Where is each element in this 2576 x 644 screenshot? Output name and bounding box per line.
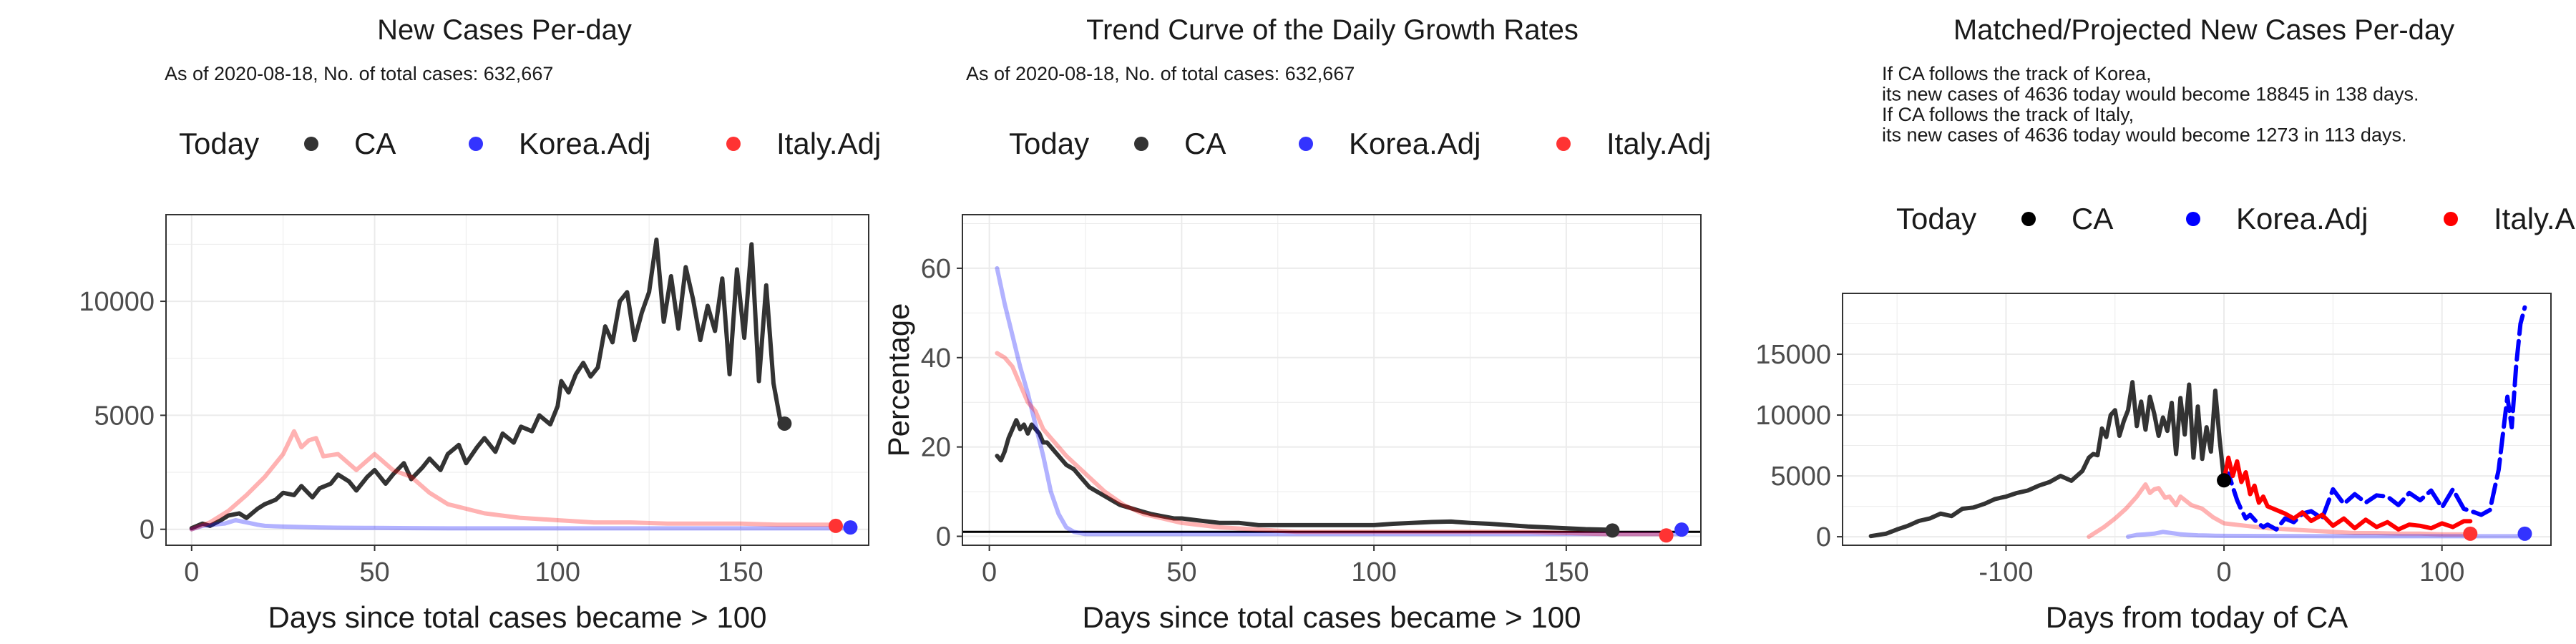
legend-label-italy-adj: Italy.Adj bbox=[776, 127, 881, 160]
plot-border bbox=[962, 214, 1702, 546]
y-tick-label: 10000 bbox=[79, 287, 155, 317]
legend-dot-italy-adj bbox=[726, 137, 741, 151]
x-tick-label: 0 bbox=[184, 557, 199, 587]
x-tick-label: 50 bbox=[359, 557, 389, 587]
today-point-italy-adj bbox=[2463, 526, 2478, 541]
y-tick-label: 10000 bbox=[1755, 401, 1831, 431]
projected-cases-panel: Matched/Projected New Cases Per-day If CA… bbox=[1755, 14, 2576, 634]
legend-title: Today bbox=[1896, 202, 1976, 235]
y-tick-label: 5000 bbox=[94, 401, 155, 431]
y-tick-label: 40 bbox=[921, 343, 951, 374]
plot-border bbox=[1842, 293, 2552, 546]
legend-dot-korea-adj bbox=[1299, 137, 1313, 151]
chart-subtitle: its new cases of 4636 today would become… bbox=[1882, 125, 2406, 146]
today-point-ca bbox=[1605, 523, 1620, 538]
series-line-korea-adj bbox=[2126, 530, 2521, 540]
chart-title: New Cases Per-day bbox=[377, 14, 632, 46]
y-tick-label: 20 bbox=[921, 433, 951, 463]
today-point-ca bbox=[777, 416, 792, 431]
chart-title: Trend Curve of the Daily Growth Rates bbox=[1086, 14, 1579, 46]
legend-title: Today bbox=[179, 127, 259, 160]
x-axis-label: Days since total cases became > 100 bbox=[268, 600, 767, 634]
chart-subtitle: As of 2020-08-18, No. of total cases: 63… bbox=[165, 63, 553, 84]
x-axis-label: Days since total cases became > 100 bbox=[1083, 600, 1581, 634]
x-tick-label: 100 bbox=[2419, 557, 2464, 587]
chart-subtitle: If CA follows the track of Italy, bbox=[1882, 104, 2134, 125]
legend-dot-ca bbox=[304, 137, 318, 151]
y-tick-label: 5000 bbox=[1770, 462, 1831, 492]
legend-label-korea-adj: Korea.Adj bbox=[519, 127, 650, 160]
x-tick-label: 0 bbox=[2217, 557, 2232, 587]
legend-dot-korea-adj bbox=[2186, 212, 2200, 226]
x-tick-label: 150 bbox=[718, 557, 763, 587]
legend-dot-italy-adj bbox=[1556, 137, 1571, 151]
x-tick-label: 150 bbox=[1543, 557, 1589, 587]
series-line-ca bbox=[1868, 380, 2227, 539]
series-line-ca bbox=[995, 418, 1615, 532]
legend-dot-korea-adj bbox=[469, 137, 483, 151]
legend-label-ca: CA bbox=[354, 127, 396, 160]
chart-subtitle: As of 2020-08-18, No. of total cases: 63… bbox=[966, 63, 1355, 84]
x-tick-label: -100 bbox=[1979, 557, 2033, 587]
y-axis-label: Percentage bbox=[882, 303, 915, 457]
today-point-korea-adj bbox=[843, 520, 858, 535]
new-cases-panel: New Cases Per-day As of 2020-08-18, No. o… bbox=[79, 14, 881, 634]
y-tick-label: 0 bbox=[140, 515, 155, 545]
legend-label-ca: CA bbox=[2072, 202, 2113, 235]
x-tick-label: 100 bbox=[1351, 557, 1396, 587]
series-line-korea-adj bbox=[189, 518, 853, 532]
series-line-italy-adj-projected bbox=[2222, 455, 2473, 532]
y-tick-label: 15000 bbox=[1755, 340, 1831, 370]
y-tick-label: 0 bbox=[1816, 522, 1831, 552]
plot-border bbox=[165, 214, 869, 546]
legend-dot-ca bbox=[2021, 212, 2036, 226]
series-line-ca bbox=[189, 238, 787, 531]
legend-dot-italy-adj bbox=[2444, 212, 2458, 226]
y-tick-label: 0 bbox=[936, 522, 951, 552]
today-point-korea-adj bbox=[2517, 526, 2532, 541]
legend-label-korea-adj: Korea.Adj bbox=[1349, 127, 1480, 160]
chart-subtitle: its new cases of 4636 today would become… bbox=[1882, 84, 2419, 105]
legend-dot-ca bbox=[1134, 137, 1148, 151]
today-point-korea-adj bbox=[1674, 522, 1689, 537]
legend-label-italy-adj: Italy.Adj bbox=[1606, 127, 1711, 160]
today-point-italy-adj bbox=[828, 518, 843, 533]
chart-subtitle: If CA follows the track of Korea, bbox=[1882, 63, 2152, 84]
legend-label-italy-adj: Italy.Adj bbox=[2494, 202, 2576, 235]
series-line-korea-adj-projected bbox=[2222, 305, 2527, 532]
x-tick-label: 50 bbox=[1166, 557, 1196, 587]
chart-title: Matched/Projected New Cases Per-day bbox=[1953, 14, 2454, 46]
plot-background bbox=[166, 215, 869, 545]
series-line-italy-adj bbox=[2087, 482, 2467, 540]
plot-background bbox=[962, 215, 1701, 545]
y-tick-label: 60 bbox=[921, 254, 951, 284]
x-tick-label: 100 bbox=[535, 557, 580, 587]
today-point-italy-adj bbox=[1659, 528, 1674, 543]
legend-label-korea-adj: Korea.Adj bbox=[2236, 202, 2368, 235]
x-tick-label: 0 bbox=[982, 557, 997, 587]
series-line-italy-adj bbox=[189, 429, 838, 532]
legend-title: Today bbox=[1009, 127, 1089, 160]
growth-rate-panel: Trend Curve of the Daily Growth Rates As … bbox=[882, 14, 1711, 634]
legend-label-ca: CA bbox=[1184, 127, 1226, 160]
series-line-korea-adj bbox=[995, 265, 1684, 537]
x-axis-label: Days from today of CA bbox=[2046, 600, 2348, 634]
series-line-italy-adj bbox=[995, 351, 1669, 537]
today-point-ca bbox=[2217, 473, 2232, 488]
